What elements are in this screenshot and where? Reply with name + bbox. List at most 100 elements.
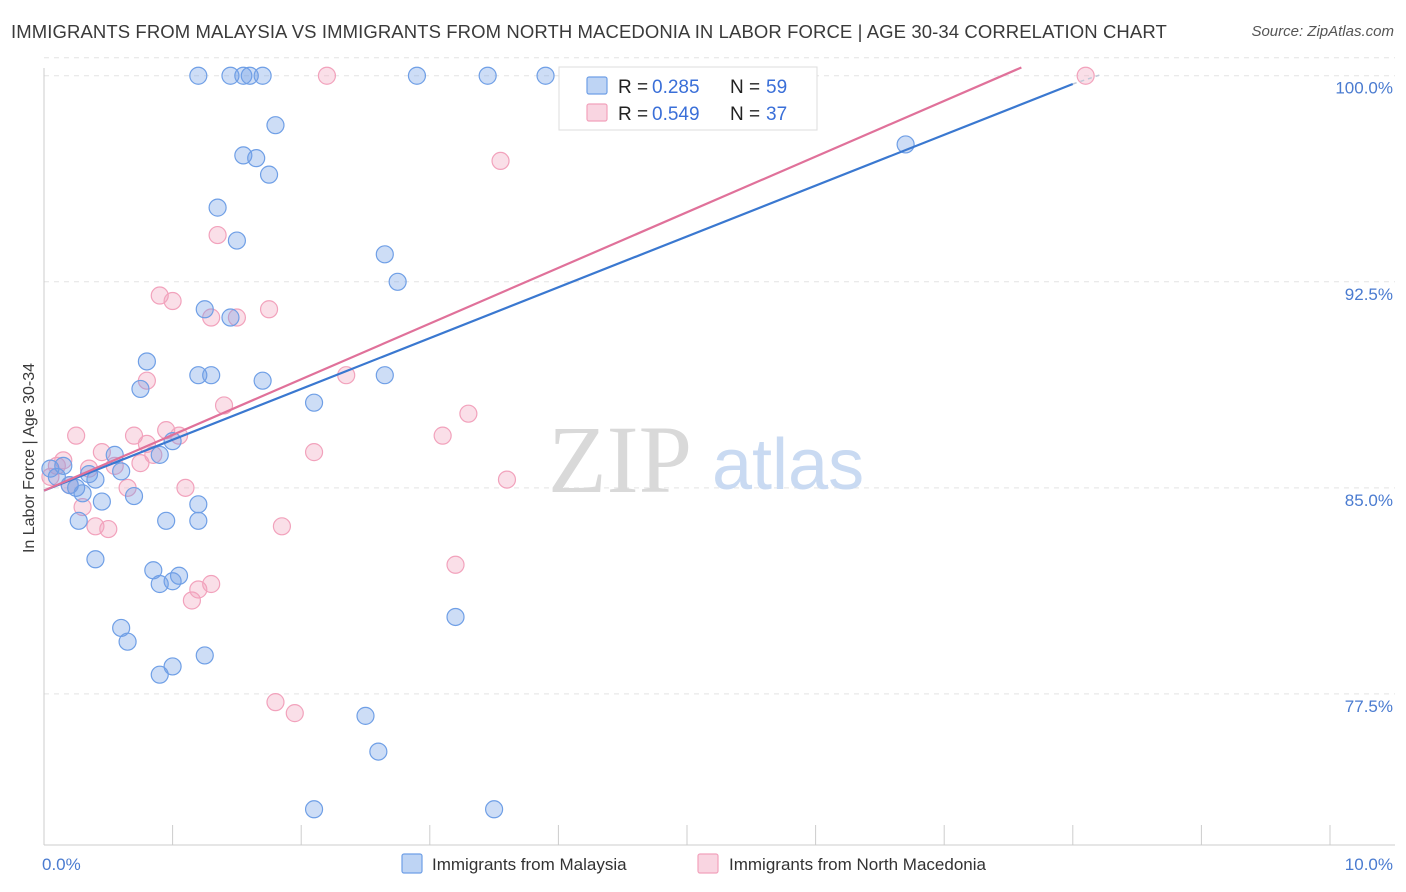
- macedonia-point: [202, 574, 221, 594]
- malaysia-point: [259, 165, 279, 184]
- source-label: Source: ZipAtlas.com: [1251, 23, 1394, 40]
- legend-r-value-macedonia: 0.549: [652, 104, 700, 125]
- trend-line-malaysia: [43, 82, 1074, 492]
- y-tick-label: 100.0%: [1335, 79, 1393, 98]
- macedonia-point: [54, 451, 73, 470]
- chart-title: IMMIGRANTS FROM MALAYSIA VS IMMIGRANTS F…: [11, 21, 1167, 42]
- y-tick-label: 85.0%: [1345, 491, 1393, 510]
- legend-swatch-malaysia: [586, 76, 608, 95]
- macedonia-point: [131, 454, 150, 473]
- malaysia-point: [189, 66, 208, 85]
- bottom-legend-label-malaysia: Immigrants from Malaysia: [432, 855, 627, 874]
- legend-n-label-macedonia: N =: [730, 104, 760, 125]
- malaysia-point: [150, 574, 169, 594]
- malaysia-point: [485, 800, 504, 819]
- macedonia-point: [208, 225, 227, 245]
- malaysia-point: [195, 300, 214, 319]
- malaysia-point: [54, 456, 73, 475]
- malaysia-point: [304, 800, 324, 819]
- legend-r-label-malaysia: R =: [618, 77, 648, 98]
- legend-box: R = 0.285 N = 59 R = 0.549 N = 37: [558, 66, 818, 131]
- macedonia-point: [163, 291, 182, 311]
- y-tick-label: 92.5%: [1345, 285, 1393, 304]
- macedonia-point: [1076, 66, 1095, 85]
- malaysia-point: [195, 646, 214, 665]
- macedonia-point: [124, 426, 144, 445]
- malaysia-point: [247, 149, 266, 168]
- malaysia-point: [189, 511, 208, 530]
- malaysia-point: [202, 366, 221, 385]
- malaysia-point: [150, 445, 169, 464]
- legend-n-value-macedonia: 37: [766, 104, 787, 125]
- macedonia-point: [99, 519, 118, 539]
- malaysia-point: [478, 66, 497, 85]
- macedonia-point: [176, 478, 195, 497]
- macedonia-point: [446, 555, 465, 574]
- y-axis-label: In Labor Force | Age 30-34: [21, 363, 38, 553]
- macedonia-point: [182, 591, 201, 610]
- malaysia-point: [189, 495, 208, 514]
- malaysia-point: [221, 308, 240, 327]
- macedonia-point: [73, 497, 92, 517]
- malaysia-point: [536, 66, 555, 85]
- malaysia-point: [86, 550, 105, 569]
- malaysia-point: [92, 492, 111, 511]
- malaysia-point: [137, 352, 156, 371]
- malaysia-point: [150, 665, 169, 684]
- series-malaysia: [41, 66, 915, 819]
- bottom-legend-swatch-malaysia: [401, 853, 423, 874]
- macedonia-point: [214, 396, 234, 415]
- macedonia-point: [459, 404, 478, 423]
- bottom-legend-swatch-macedonia: [697, 853, 719, 874]
- legend-r-label-macedonia: R =: [618, 104, 648, 125]
- macedonia-point: [285, 704, 304, 723]
- malaysia-point: [375, 366, 394, 385]
- malaysia-point: [356, 706, 375, 725]
- macedonia-point: [491, 151, 510, 171]
- macedonia-point: [497, 470, 517, 489]
- macedonia-point: [259, 300, 279, 319]
- malaysia-point: [163, 657, 182, 676]
- malaysia-point: [234, 66, 253, 85]
- trend-lines: [43, 66, 1104, 492]
- malaysia-point: [253, 66, 272, 85]
- malaysia-point: [169, 566, 189, 585]
- malaysia-point: [375, 245, 394, 264]
- malaysia-point: [253, 371, 272, 390]
- malaysia-point: [157, 511, 176, 530]
- axes: [43, 68, 1395, 846]
- series-north-macedonia: [41, 66, 1095, 723]
- macedonia-point: [304, 443, 324, 462]
- watermark-atlas: atlas: [712, 425, 864, 505]
- malaysia-point: [131, 379, 150, 399]
- malaysia-point: [112, 462, 131, 481]
- x-tick-label: 0.0%: [42, 855, 81, 874]
- legend-swatch-macedonia: [586, 103, 608, 122]
- trend-line-macedonia: [43, 66, 1022, 492]
- legend-r-value-malaysia: 0.285: [652, 77, 700, 98]
- malaysia-point: [227, 231, 246, 250]
- bottom-legend: Immigrants from Malaysia Immigrants from…: [401, 853, 987, 874]
- malaysia-point: [446, 607, 465, 627]
- malaysia-point: [240, 66, 259, 85]
- bottom-legend-label-macedonia: Immigrants from North Macedonia: [729, 855, 987, 874]
- macedonia-point: [266, 693, 285, 712]
- malaysia-point: [407, 66, 427, 85]
- y-tick-label: 77.5%: [1345, 697, 1393, 716]
- legend-n-value-malaysia: 59: [766, 77, 787, 98]
- malaysia-point: [73, 484, 92, 503]
- malaysia-point: [208, 198, 227, 217]
- macedonia-point: [67, 426, 86, 445]
- malaysia-point: [388, 272, 407, 291]
- macedonia-point: [317, 66, 337, 85]
- malaysia-point: [189, 366, 208, 385]
- trend-extension: [1072, 73, 1104, 85]
- macedonia-point: [272, 517, 292, 536]
- legend-n-label-malaysia: N =: [730, 77, 760, 98]
- malaysia-point: [221, 66, 240, 85]
- malaysia-point: [124, 486, 144, 506]
- x-tick-label: 10.0%: [1345, 855, 1393, 874]
- malaysia-point: [369, 742, 388, 761]
- macedonia-point: [227, 308, 246, 327]
